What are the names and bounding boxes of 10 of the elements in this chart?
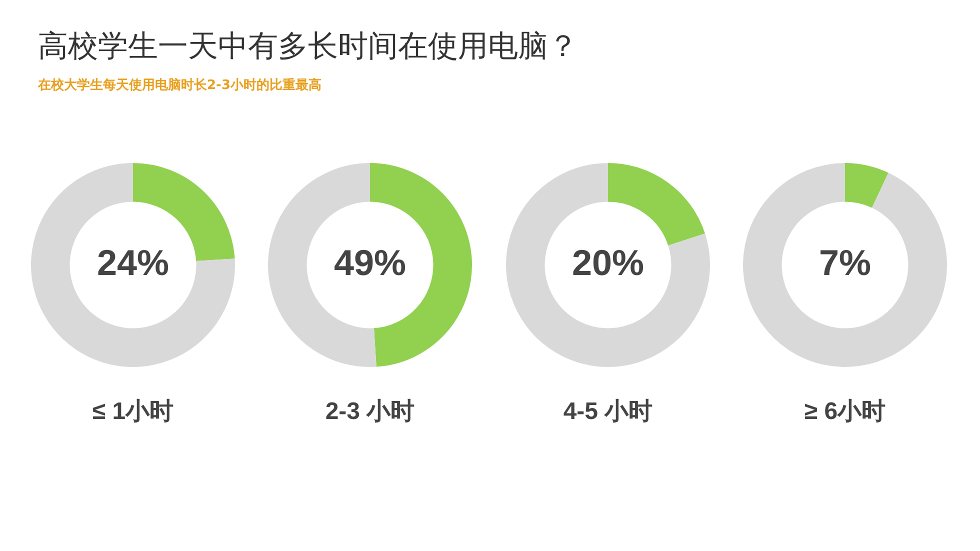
text: ≥ 6小时 xyxy=(803,397,887,427)
data-label: 7% xyxy=(818,242,872,283)
chart-subtitle: 在校大学生每天使用电脑时长2-3小时的比重最高 xyxy=(38,76,322,94)
text: 2-3 小时 xyxy=(324,397,416,427)
text: ≤ 1小时 xyxy=(91,397,175,427)
data-label: 49% xyxy=(334,242,406,283)
data-label: 24% xyxy=(96,242,170,283)
text: 高校学生一天中有多长时间在使用电脑？ xyxy=(38,28,578,66)
text: 4-5 小时 xyxy=(562,397,654,427)
data-label: 20% xyxy=(572,242,644,283)
